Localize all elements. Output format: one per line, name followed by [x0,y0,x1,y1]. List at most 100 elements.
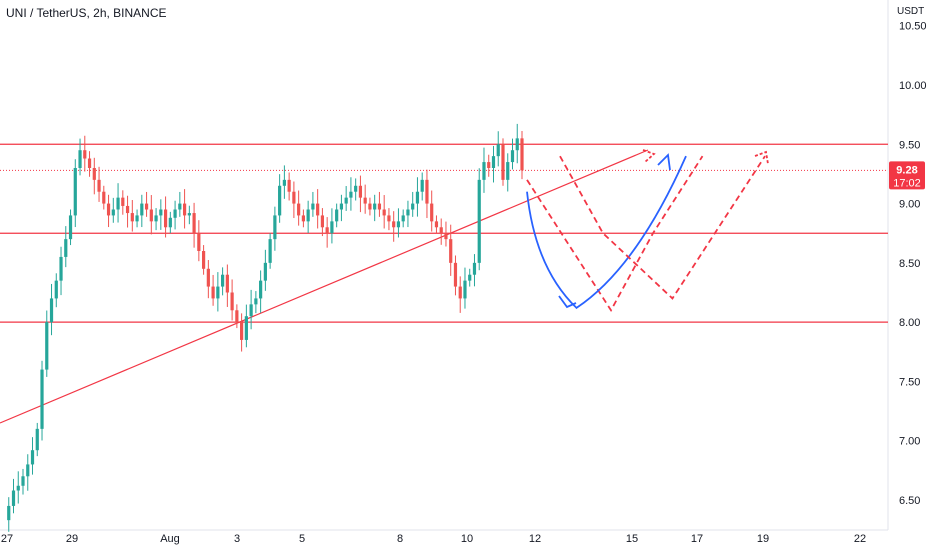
candle-body-68 [325,227,329,234]
candle-body-56 [268,239,272,263]
candle-body-62 [297,203,301,216]
candle-body-15 [73,168,77,216]
candle-body-52 [249,304,253,317]
candle-body-21 [102,191,106,204]
candle-body-40 [192,213,196,234]
candle-body-4 [21,476,25,486]
time-tick-label-0: 27 [1,533,13,545]
candle-body-43 [206,268,210,287]
time-tick-label-3: 3 [234,533,240,545]
candle-body-71 [339,203,344,210]
candle-body-10 [49,298,54,323]
candle-body-94 [449,239,453,263]
candle-body-36 [173,209,177,218]
candle-body-45 [216,286,220,299]
candle-body-95 [453,262,458,287]
candle-body-76 [363,197,367,204]
candle-body-90 [430,203,434,222]
price-tick-label-4: 8.50 [899,258,920,270]
candle-body-30 [144,203,149,210]
candle-body-107 [510,150,515,163]
candle-body-8 [40,369,44,429]
candle-body-102 [487,162,491,168]
candle-body-73 [349,191,353,198]
candle-body-44 [211,286,215,299]
candle-body-39 [187,213,191,216]
candle-body-55 [263,262,267,281]
candle-body-35 [168,217,172,228]
candle-body-108 [515,138,519,151]
candle-body-37 [178,203,182,210]
price-unit: USDT [897,6,925,17]
price-tick-label-6: 7.50 [899,376,920,388]
projection-blue-curve [526,155,687,310]
candles [7,123,524,532]
chart-title: UNI / TetherUS, 2h, BINANCE [6,6,167,20]
candle-body-69 [330,221,334,234]
candle-body-6 [30,450,35,465]
price-badge-value: 9.28 [896,164,917,176]
candle-body-31 [149,209,153,222]
time-tick-label-4: 5 [299,533,305,545]
candle-body-80 [382,209,386,216]
candle-body-5 [26,464,30,477]
candle-body-84 [401,215,405,222]
candle-body-34 [163,209,168,228]
candle-body-29 [140,203,144,216]
candle-body-92 [439,227,443,234]
candle-body-1 [7,505,11,521]
projection-blue-arrowhead-2 [657,153,671,171]
time-tick-label-11: 22 [854,533,866,545]
candle-body-42 [201,251,206,269]
candle-body-79 [377,203,382,210]
candle-body-23 [111,209,115,216]
candle-body-59 [282,179,286,186]
candle-body-19 [92,168,96,180]
candle-body-99 [472,262,477,275]
candle-body-63 [301,215,305,222]
projection-red-arrowhead-2 [754,150,769,165]
candle-body-75 [358,185,363,198]
candle-body-27 [130,213,134,222]
price-tick-label-8: 6.50 [899,495,920,507]
candle-body-81 [387,215,391,222]
candle-body-83 [396,221,401,228]
candle-body-74 [354,185,358,192]
candle-body-78 [373,203,377,210]
candle-body-13 [64,239,68,257]
price-badge-box [889,161,925,190]
time-tick-label-10: 19 [757,533,769,545]
candle-body-22 [106,203,111,216]
time-tick-label-6: 10 [461,533,473,545]
candle-body-47 [225,274,229,293]
candle-body-32 [154,215,158,222]
candle-body-104 [496,144,500,157]
candle-body-16 [78,150,82,168]
candle-body-54 [259,280,263,299]
candle-body-14 [68,215,73,240]
candle-body-96 [458,286,462,299]
candle-body-51 [244,316,248,340]
candle-body-97 [463,280,467,299]
candle-body-17 [83,150,87,159]
candle-body-7 [35,428,39,451]
time-tick-label-2: Aug [160,533,180,545]
time-tick-label-8: 15 [626,533,638,545]
projection-red-dashed-2 [559,155,766,300]
candle-body-24 [116,197,120,210]
candle-body-65 [311,203,315,210]
projection-paths [526,149,769,313]
candle-body-38 [182,203,187,216]
candle-body-25 [121,197,125,206]
candle-body-100 [477,179,481,263]
candle-body-9 [45,322,49,370]
price-tick-label-0: 10.50 [899,21,927,33]
projection-red-arrowhead-1 [642,149,656,163]
candle-body-12 [59,256,63,281]
candle-body-60 [287,179,291,192]
time-tick-label-9: 17 [691,533,703,545]
candle-body-103 [491,156,496,168]
